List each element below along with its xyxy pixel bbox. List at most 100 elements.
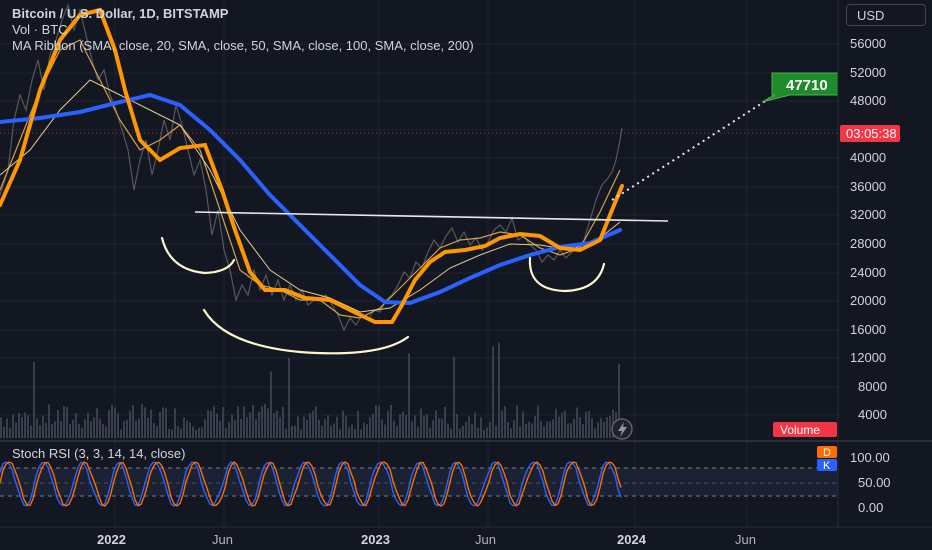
stoch-rsi-pane[interactable]: Stoch RSI (3, 3, 14, 14, close) 100.00 5… <box>0 446 891 515</box>
volume-bar <box>438 418 440 438</box>
volume-bar <box>507 421 509 438</box>
volume-bar <box>414 415 416 438</box>
volume-bar <box>513 420 515 438</box>
volume-bar <box>408 353 410 438</box>
volume-bar <box>573 418 575 438</box>
stoch-rsi-legend[interactable]: Stoch RSI (3, 3, 14, 14, close) <box>12 446 185 461</box>
volume-bar <box>567 423 569 438</box>
volume-bar <box>339 429 341 438</box>
volume-bar <box>9 427 11 438</box>
volume-bar <box>108 410 110 438</box>
volume-bar <box>537 405 539 438</box>
volume-bar <box>483 429 485 438</box>
cup-bottom-arc[interactable] <box>202 308 410 355</box>
volume-bar <box>297 416 299 438</box>
countdown-badge: 03:05:38 <box>840 125 900 142</box>
volume-bar <box>288 358 290 438</box>
volume-bar <box>348 427 350 438</box>
lightning-icon[interactable] <box>611 418 633 440</box>
time-axis[interactable]: 2022 Jun 2023 Jun 2024 Jun <box>0 526 932 547</box>
volume-bar <box>351 424 353 438</box>
volume-bar <box>144 407 146 438</box>
volume-bar <box>303 416 305 438</box>
volume-bar <box>600 418 602 438</box>
volume-bar <box>411 421 413 438</box>
volume-bar <box>135 420 137 438</box>
volume-bar <box>588 411 590 438</box>
grid-lines <box>0 0 838 527</box>
volume-bar <box>66 407 68 438</box>
volume-bar <box>264 404 266 438</box>
volume-bar <box>456 414 458 438</box>
volume-bar <box>21 417 23 438</box>
volume-bar <box>357 411 359 438</box>
price-tick: 40000 <box>850 150 886 165</box>
volume-bar <box>486 427 488 438</box>
volume-bar <box>282 407 284 438</box>
volume-bar <box>0 417 2 438</box>
price-axis[interactable]: 56000 52000 48000 44000 40000 36000 3200… <box>837 0 932 527</box>
right-shoulder-arc[interactable] <box>528 256 606 293</box>
time-label: Jun <box>735 532 756 547</box>
volume-bar <box>270 371 272 438</box>
volume-bar <box>24 412 26 438</box>
volume-legend[interactable]: Vol · BTC <box>12 22 68 37</box>
volume-bar <box>255 419 257 438</box>
volume-bar <box>468 416 470 438</box>
left-shoulder-arc[interactable] <box>160 236 236 275</box>
volume-bar <box>402 411 404 438</box>
price-candles <box>0 3 623 332</box>
volume-bar <box>228 422 230 438</box>
volume-bar <box>162 407 164 438</box>
volume-bar <box>207 410 209 438</box>
volume-bar <box>240 419 242 438</box>
volume-bar <box>96 408 98 438</box>
price-tick: 36000 <box>850 179 886 194</box>
volume-bar <box>540 420 542 438</box>
volume-bar <box>120 429 122 438</box>
stoch-tick: 0.00 <box>858 500 883 515</box>
volume-bar <box>459 428 461 438</box>
volume-bar <box>384 424 386 438</box>
volume-bar <box>492 346 494 438</box>
volume-bar <box>429 427 431 438</box>
countdown-label: 03:05:38 <box>846 126 897 141</box>
volume-bar <box>399 413 401 438</box>
volume-bar <box>93 417 95 438</box>
volume-bar <box>318 419 320 438</box>
target-price-callout[interactable]: 47710 <box>761 72 841 103</box>
volume-bar <box>525 423 527 438</box>
volume-bar <box>489 422 491 438</box>
volume-bar <box>213 405 215 438</box>
volume-bar <box>558 416 560 438</box>
volume-bar <box>156 425 158 438</box>
volume-bar <box>330 425 332 438</box>
volume-bar <box>585 411 587 438</box>
volume-bar <box>570 423 572 438</box>
price-tick: 56000 <box>850 36 886 51</box>
volume-bar <box>210 410 212 438</box>
ma-ribbon-legend[interactable]: MA Ribbon (SMA, close, 20, SMA, close, 5… <box>12 38 474 53</box>
volume-bar <box>183 417 185 438</box>
volume-bar <box>168 429 170 438</box>
volume-bar <box>501 410 503 438</box>
volume-bar <box>396 425 398 438</box>
ma-100-line-blue <box>0 92 622 306</box>
volume-bar <box>243 406 245 438</box>
neckline-trendline[interactable] <box>194 211 669 222</box>
volume-bar <box>582 424 584 438</box>
volume-bar <box>324 419 326 438</box>
projection-dotted-line[interactable] <box>611 97 771 201</box>
volume-bar <box>123 420 125 438</box>
volume-bar <box>153 423 155 438</box>
volume-bar <box>48 404 50 438</box>
volume-bar <box>378 405 380 438</box>
volume-bar <box>543 426 545 438</box>
price-tick: 32000 <box>850 207 886 222</box>
volume-bar <box>372 413 374 438</box>
symbol-title[interactable]: Bitcoin / U.S. Dollar, 1D, BITSTAMP <box>12 6 229 21</box>
volume-bar <box>231 414 233 438</box>
currency-selector-button[interactable]: USD <box>846 4 926 26</box>
volume-bar <box>561 412 563 438</box>
